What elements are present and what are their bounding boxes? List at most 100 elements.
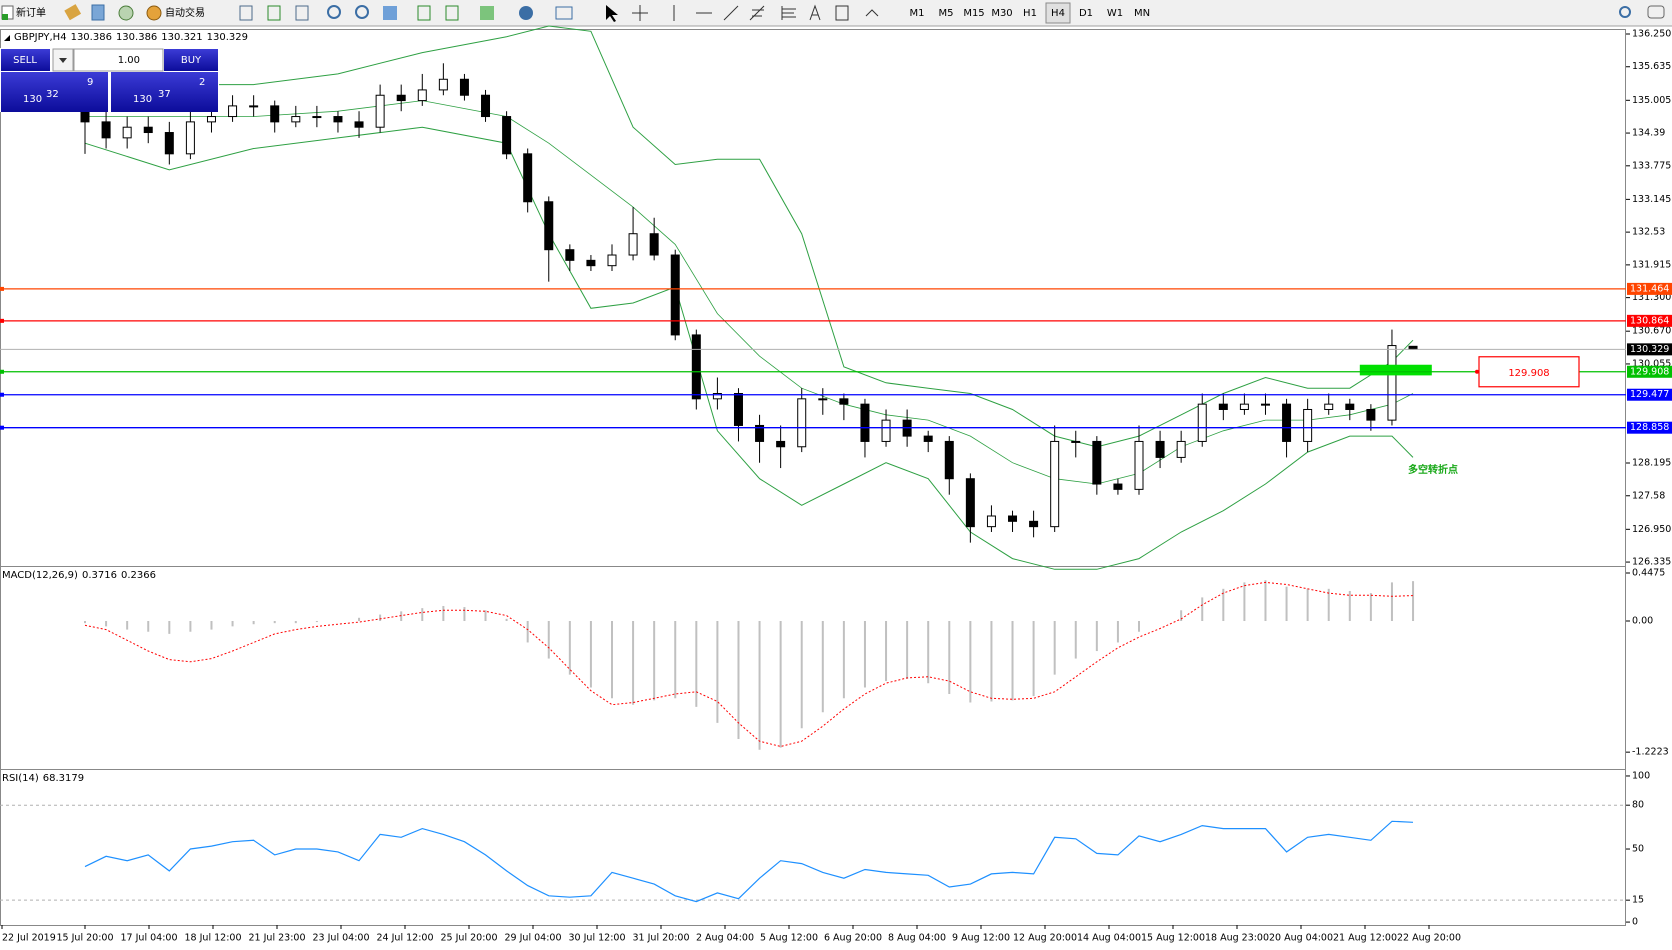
buy-price-box[interactable] <box>111 72 218 112</box>
level-label-bg <box>1627 421 1672 434</box>
search-icon[interactable] <box>1619 6 1631 18</box>
candle-body <box>755 424 765 442</box>
sell-price-box[interactable] <box>1 72 108 112</box>
tool-candles[interactable] <box>267 5 281 21</box>
toolbar-icon[interactable] <box>64 4 82 21</box>
y-tick-label: 50 <box>1632 844 1644 855</box>
chart-frame <box>0 29 1626 926</box>
price-label-anchor <box>1475 369 1479 374</box>
tool-periods[interactable] <box>519 6 533 20</box>
chat-icon[interactable] <box>1647 5 1665 19</box>
x-tick-label: 5 Aug 12:00 <box>760 933 818 944</box>
level-label: 129.477 <box>1630 389 1669 400</box>
candle-body <box>80 110 90 123</box>
y-tick-label: 15 <box>1632 895 1644 906</box>
level-label-bg <box>1627 282 1672 295</box>
candle-body <box>691 334 701 400</box>
x-tick-label: 8 Aug 04:00 <box>888 933 946 944</box>
active-timeframe <box>1045 2 1071 24</box>
y-tick-label: 135.005 <box>1632 95 1671 106</box>
y-tick-label: 127.58 <box>1632 490 1665 501</box>
y-tick-label: 135.635 <box>1632 61 1671 72</box>
candle-body <box>185 121 195 155</box>
candle-body <box>965 478 975 528</box>
candle-body <box>860 403 870 442</box>
tool-templates[interactable] <box>555 6 573 20</box>
tool-shift[interactable] <box>445 5 459 21</box>
sell-button[interactable] <box>1 49 50 71</box>
tool-fibo[interactable] <box>781 6 796 20</box>
x-tick-label: 6 Aug 20:00 <box>824 933 882 944</box>
tool-zoom-in[interactable] <box>327 5 341 19</box>
tool-line[interactable] <box>295 5 309 21</box>
candle-body <box>1113 483 1123 490</box>
toolbar-icon[interactable] <box>118 5 134 21</box>
level-label-bg <box>1627 388 1672 401</box>
sell-label[interactable]: SELL <box>13 55 37 66</box>
candle-body <box>733 393 743 426</box>
timeframe-button[interactable]: H1 <box>1023 8 1037 19</box>
tool-cursor[interactable] <box>606 5 618 22</box>
candle-body <box>818 398 828 401</box>
new-order-button[interactable]: 新订单 <box>16 6 46 19</box>
lots-value[interactable]: 1.00 <box>118 55 140 66</box>
y-tick-label: 132.53 <box>1632 227 1665 238</box>
candle-body <box>459 78 469 96</box>
lots-input[interactable] <box>73 48 164 72</box>
tool-indicators[interactable] <box>480 6 494 20</box>
zone <box>1359 364 1432 376</box>
plot-area: 136.250 135.635 135.005 134.39 133.775 133.14… <box>0 25 1672 944</box>
macd-signal: 0.2366 <box>121 570 156 581</box>
tool-channel[interactable] <box>749 5 765 21</box>
timeframe-button[interactable]: M15 <box>963 8 984 19</box>
candle-body <box>1239 403 1249 410</box>
timeframe-button[interactable]: MN <box>1134 8 1150 19</box>
auto-trading-icon[interactable] <box>146 5 162 21</box>
collapse-marker <box>4 35 10 41</box>
timeframe-button[interactable]: M1 <box>910 8 925 19</box>
candle-body <box>502 116 512 155</box>
bid-label: 130.329 <box>1630 344 1669 355</box>
candle-body <box>839 398 849 405</box>
x-tick-label: 9 Aug 12:00 <box>952 933 1010 944</box>
candle-body <box>1387 345 1397 421</box>
buy-price-pips: 37 <box>158 89 171 100</box>
level-label: 128.858 <box>1630 422 1669 433</box>
tool-crosshair[interactable] <box>632 5 648 21</box>
x-tick-label: 31 Jul 20:00 <box>633 933 690 944</box>
level-marker <box>0 318 4 323</box>
tool-trendline[interactable] <box>723 5 739 21</box>
timeframe-button[interactable]: M5 <box>939 8 954 19</box>
timeframe-bar: M1 M5 M15 M30 H1 H4 D1 W1 MN <box>910 2 1150 24</box>
x-tick-label: 23 Jul 04:00 <box>313 933 370 944</box>
tool-zoom-out[interactable] <box>355 5 369 19</box>
tool-bar-chart[interactable] <box>239 5 253 21</box>
tool-arrows[interactable] <box>865 9 879 17</box>
candle-body <box>1282 403 1292 442</box>
candle-body <box>797 398 807 448</box>
buy-label[interactable]: BUY <box>181 55 202 66</box>
candle-body <box>1008 515 1018 522</box>
y-tick-label: 100 <box>1632 770 1650 781</box>
tool-tile[interactable] <box>383 6 397 20</box>
x-tick-label: 15 Jul 20:00 <box>57 933 114 944</box>
auto-trading-button[interactable]: 自动交易 <box>165 6 205 19</box>
tool-text[interactable] <box>809 4 821 21</box>
tool-label[interactable] <box>835 5 849 21</box>
sell-price-pips: 32 <box>46 89 59 100</box>
timeframe-button[interactable]: M30 <box>991 8 1012 19</box>
candle-body <box>1324 403 1334 410</box>
candle-body <box>1260 403 1270 406</box>
buy-button[interactable] <box>164 49 218 71</box>
timeframe-button[interactable]: D1 <box>1079 8 1093 19</box>
level-label: 130.864 <box>1630 315 1669 326</box>
x-tick-label: 18 Jul 12:00 <box>185 933 242 944</box>
candle-body <box>270 105 280 123</box>
timeframe-button[interactable]: W1 <box>1107 8 1123 19</box>
tool-autoscroll[interactable] <box>417 5 431 21</box>
timeframe-button[interactable]: H4 <box>1051 8 1065 19</box>
toolbar-icon[interactable] <box>91 4 105 21</box>
candle-body <box>438 78 448 91</box>
candle-body <box>164 132 174 155</box>
